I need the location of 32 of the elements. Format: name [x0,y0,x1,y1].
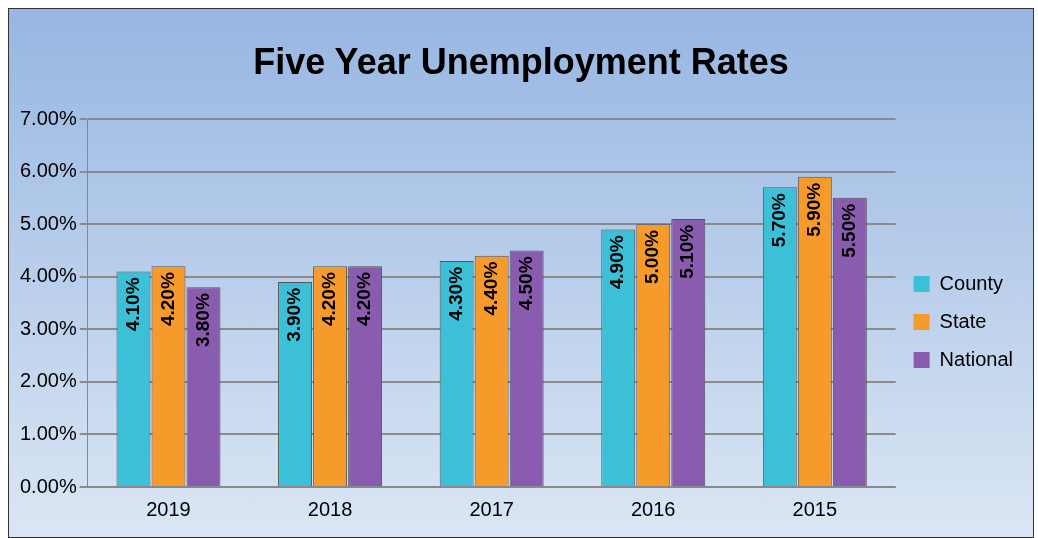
data-label: 5.10% [676,224,698,279]
data-label: 4.40% [479,261,501,316]
y-tick-label: 3.00% [19,316,77,339]
x-tick-label: 2017 [469,497,514,520]
y-tick-label: 7.00% [19,106,77,129]
y-tick-label: 4.00% [19,264,77,287]
legend-label: County [939,271,1003,294]
data-label: 4.50% [514,256,536,311]
legend-label: State [939,309,987,332]
data-label: 4.20% [353,272,375,327]
data-label: 4.20% [318,272,340,327]
y-tick-label: 1.00% [19,421,77,444]
y-tick-label: 0.00% [19,474,77,497]
data-label: 5.70% [768,193,790,248]
y-tick-label: 2.00% [19,369,77,392]
x-tick-label: 2018 [307,497,353,520]
data-label: 3.80% [191,293,213,348]
y-tick-label: 5.00% [19,211,77,234]
data-label: 4.10% [121,277,143,332]
y-tick-label: 6.00% [19,159,77,182]
data-label: 3.90% [283,287,305,342]
data-label: 4.30% [444,266,466,321]
data-label: 5.50% [838,203,860,258]
data-label: 5.00% [641,230,663,285]
data-label: 5.90% [803,182,825,237]
data-label: 4.20% [156,272,178,327]
x-tick-label: 2015 [792,497,838,520]
x-tick-label: 2019 [146,497,191,520]
data-label: 4.90% [606,235,628,290]
x-tick-label: 2016 [631,497,676,520]
legend-label: National [939,347,1014,370]
chart-title: Five Year Unemployment Rates [252,41,790,83]
